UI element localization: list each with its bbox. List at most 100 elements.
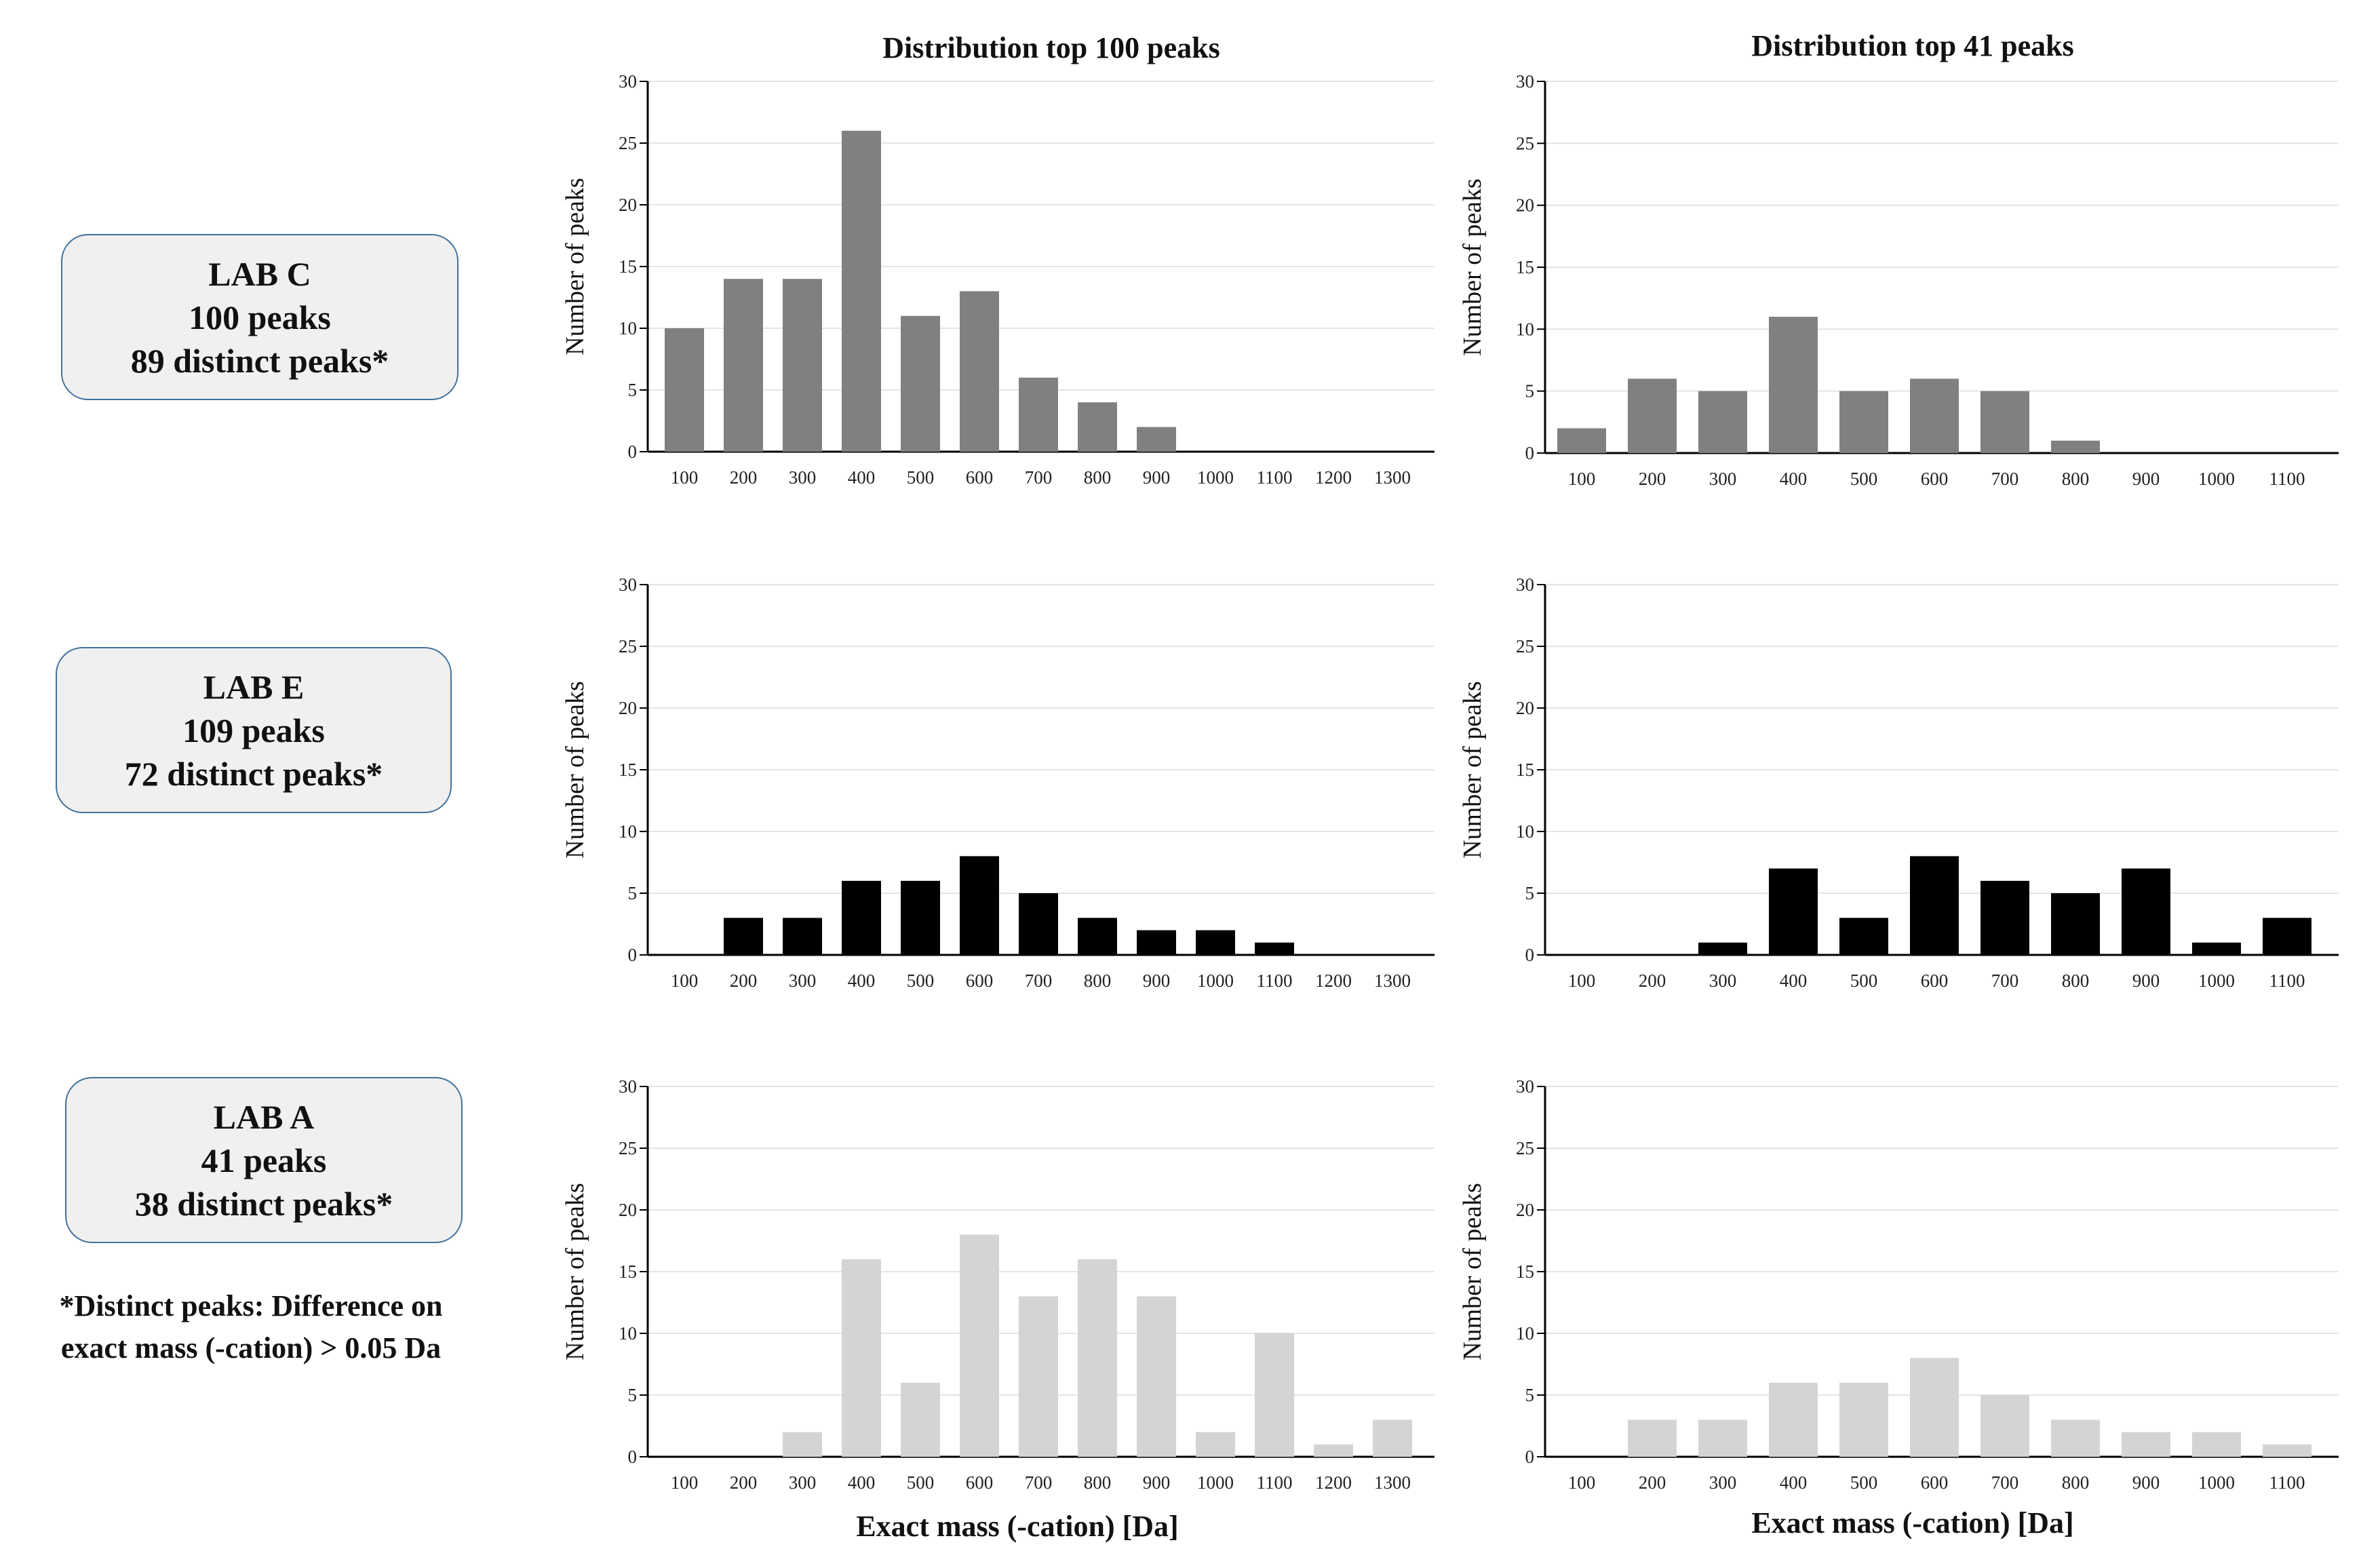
x-tick-label: 200 xyxy=(1639,469,1666,489)
x-tick-label: 200 xyxy=(730,467,758,488)
x-tick-label: 800 xyxy=(2062,971,2090,991)
bar xyxy=(1698,1419,1747,1457)
y-tick-label: 20 xyxy=(1516,698,1534,718)
bar xyxy=(960,1234,999,1457)
x-tick-label: 1100 xyxy=(2269,1472,2305,1493)
y-tick-label: 15 xyxy=(619,256,637,277)
x-tick-label: 1100 xyxy=(1257,1472,1293,1493)
x-tick-label: 900 xyxy=(1143,467,1171,488)
bar xyxy=(1910,1358,1959,1457)
x-tick-label: 700 xyxy=(1991,971,2019,991)
bar xyxy=(842,1259,881,1457)
y-axis-label: Number of peaks xyxy=(1458,681,1487,859)
bar xyxy=(1019,1296,1058,1457)
x-tick-label: 300 xyxy=(1709,1472,1737,1493)
bar xyxy=(1769,317,1818,453)
bar xyxy=(2051,893,2100,955)
bar xyxy=(724,918,763,955)
column-title-top-100: Distribution top 100 peaks xyxy=(882,31,1220,64)
x-tick-label: 800 xyxy=(2062,469,2090,489)
y-tick-label: 5 xyxy=(628,380,638,400)
x-tick-label: 1100 xyxy=(1257,467,1293,488)
bar xyxy=(960,291,999,452)
x-tick-label: 200 xyxy=(730,971,758,991)
x-tick-label: 900 xyxy=(1143,971,1171,991)
x-tick-label: 1000 xyxy=(1197,1472,1234,1493)
x-tick-label: 400 xyxy=(848,971,876,991)
bar xyxy=(2192,1432,2241,1457)
y-tick-label: 10 xyxy=(1516,821,1534,842)
footnote: *Distinct peaks: Difference on exact mas… xyxy=(7,1285,495,1369)
y-tick-label: 0 xyxy=(628,442,638,462)
x-tick-label: 400 xyxy=(848,1472,876,1493)
x-tick-label: 500 xyxy=(907,467,935,488)
y-tick-label: 0 xyxy=(628,945,638,965)
bar xyxy=(1373,1419,1412,1457)
lab-a-peaks: 41 peaks xyxy=(201,1141,327,1179)
bar xyxy=(1980,1395,2029,1457)
x-tick-label: 100 xyxy=(671,1472,699,1493)
y-tick-label: 0 xyxy=(1525,443,1535,463)
bar xyxy=(1628,378,1677,453)
y-tick-label: 5 xyxy=(1525,381,1535,401)
y-tick-label: 25 xyxy=(1516,133,1534,153)
y-tick-label: 30 xyxy=(1516,574,1534,595)
y-tick-label: 25 xyxy=(1516,1138,1534,1158)
y-axis-label: Number of peaks xyxy=(1458,178,1487,356)
bar xyxy=(1137,1296,1176,1457)
y-tick-label: 5 xyxy=(628,1385,638,1405)
x-tick-label: 500 xyxy=(1850,971,1878,991)
y-tick-label: 15 xyxy=(619,760,637,780)
x-tick-label: 1300 xyxy=(1374,971,1411,991)
x-tick-label: 800 xyxy=(1084,971,1112,991)
x-tick-label: 600 xyxy=(966,467,994,488)
x-tick-label: 400 xyxy=(1780,971,1808,991)
bar xyxy=(1255,1333,1294,1457)
y-tick-label: 20 xyxy=(619,195,637,215)
y-axis-label: Number of peaks xyxy=(561,178,589,355)
x-tick-label: 1000 xyxy=(2198,971,2235,991)
bar xyxy=(1019,377,1058,452)
y-tick-label: 0 xyxy=(1525,945,1535,965)
bar xyxy=(842,880,881,955)
lab-e-distinct: 72 distinct peaks* xyxy=(124,754,383,793)
y-tick-label: 0 xyxy=(1525,1447,1535,1467)
x-tick-label: 300 xyxy=(1709,971,1737,991)
bar xyxy=(2263,1444,2311,1457)
bar xyxy=(901,315,940,452)
x-axis-label-top-100: Exact mass (-cation) [Da] xyxy=(856,1510,1179,1543)
y-tick-label: 10 xyxy=(619,318,637,338)
bar xyxy=(960,856,999,955)
x-tick-label: 1300 xyxy=(1374,1472,1411,1493)
x-tick-label: 900 xyxy=(2132,469,2160,489)
bar xyxy=(1137,427,1176,452)
lab-c-distinct: 89 distinct peaks* xyxy=(130,341,389,380)
y-tick-label: 25 xyxy=(619,1138,637,1158)
x-tick-label: 400 xyxy=(1780,469,1808,489)
y-tick-label: 20 xyxy=(619,698,637,718)
bar xyxy=(1839,391,1888,453)
y-tick-label: 5 xyxy=(628,883,638,903)
lab-c-peaks: 100 peaks xyxy=(189,298,331,336)
bar xyxy=(2263,918,2311,955)
bar xyxy=(901,880,940,955)
y-tick-label: 5 xyxy=(1525,883,1535,903)
lab-e-peaks: 109 peaks xyxy=(182,711,325,749)
bar xyxy=(2192,942,2241,955)
bar xyxy=(1137,930,1176,955)
bar xyxy=(1910,856,1959,955)
bar xyxy=(1196,930,1235,955)
x-tick-label: 300 xyxy=(1709,469,1737,489)
y-tick-label: 10 xyxy=(1516,319,1534,339)
y-tick-label: 20 xyxy=(1516,1200,1534,1220)
x-tick-label: 1000 xyxy=(2198,1472,2235,1493)
y-tick-label: 15 xyxy=(1516,1261,1534,1282)
lab-e-box: LAB E 109 peaks 72 distinct peaks* xyxy=(56,647,452,813)
x-tick-label: 200 xyxy=(1639,971,1666,991)
x-tick-label: 1000 xyxy=(1197,467,1234,488)
x-tick-label: 600 xyxy=(1921,1472,1949,1493)
lab-a-distinct: 38 distinct peaks* xyxy=(134,1184,393,1223)
lab-e-name: LAB E xyxy=(203,667,305,706)
x-tick-label: 400 xyxy=(1780,1472,1808,1493)
